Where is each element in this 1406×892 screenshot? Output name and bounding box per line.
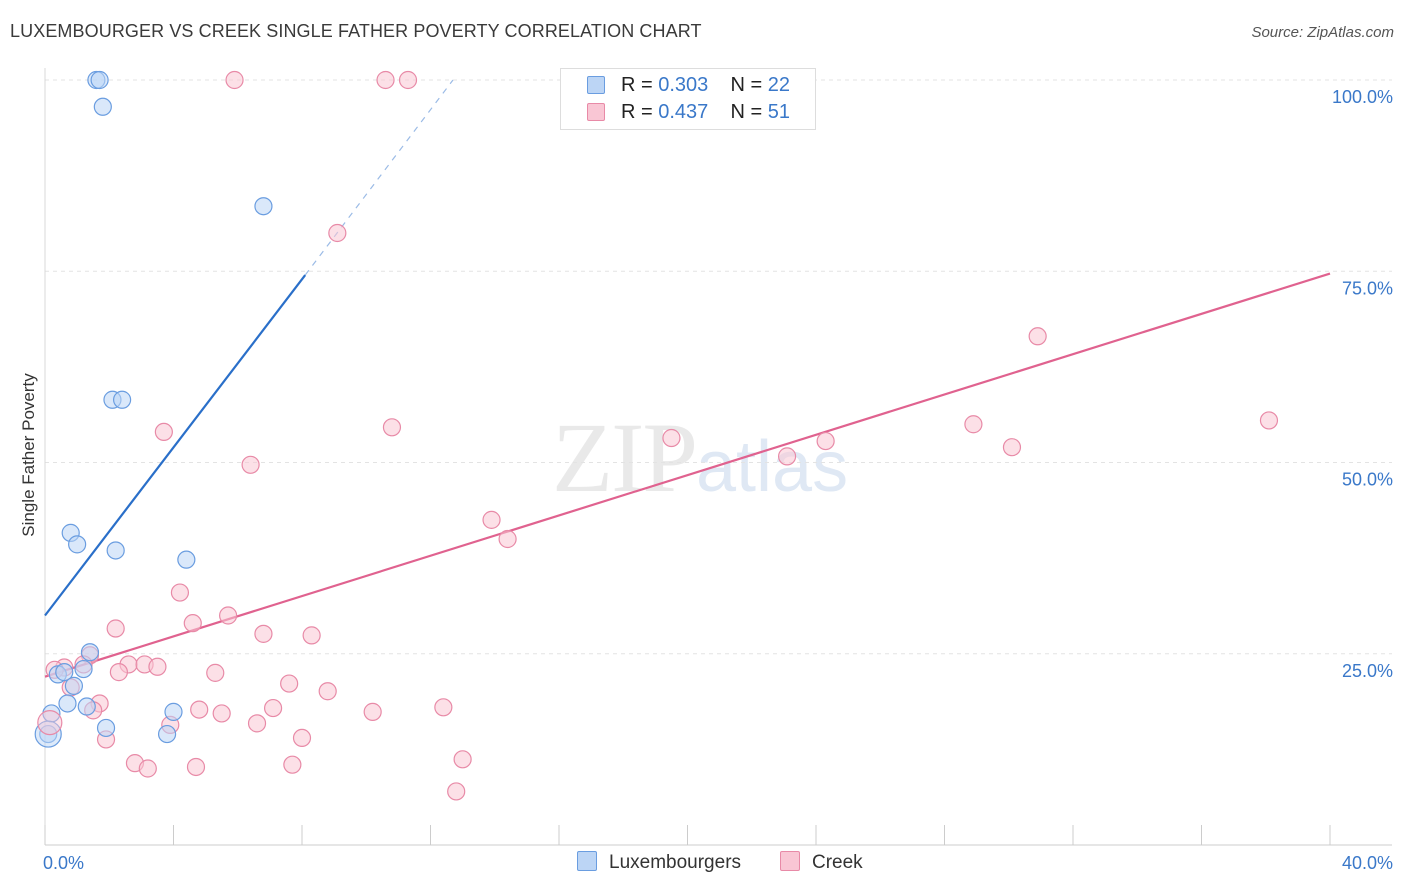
point-creek — [1259, 411, 1279, 430]
point-creek — [382, 418, 402, 437]
trend-line-luxembourgers — [44, 274, 307, 617]
point-luxembourgers — [68, 535, 87, 554]
point-luxembourgers — [77, 697, 96, 716]
point-creek — [247, 714, 267, 733]
chart-title: LUXEMBOURGER VS CREEK SINGLE FATHER POVE… — [10, 21, 702, 41]
grid-layer — [45, 79, 1392, 655]
correlation-legend: R = 0.303 N = 22 R = 0.437 N = 51 — [560, 68, 816, 130]
point-creek — [109, 663, 128, 682]
point-creek — [206, 663, 225, 682]
legend-swatch-blue — [587, 76, 605, 94]
y-axis-label: Single Father Poverty — [19, 373, 38, 537]
point-creek — [106, 619, 125, 638]
series-label-luxembourgers: Luxembourgers — [609, 852, 742, 873]
point-creek — [482, 510, 501, 529]
trend-line-luxembourgers-extension — [304, 79, 454, 276]
legend-r-value: 0.437 — [658, 101, 709, 123]
legend-text-creek: R = 0.437 N = 51 — [621, 101, 790, 124]
legend-r-label: R = — [621, 74, 659, 96]
point-creek — [148, 657, 167, 676]
point-creek — [154, 422, 173, 441]
series-label-creek: Creek — [812, 852, 863, 873]
point-creek — [219, 606, 238, 625]
point-luxembourgers — [80, 643, 100, 662]
point-creek — [1028, 327, 1047, 346]
point-luxembourgers — [96, 718, 116, 738]
point-creek — [292, 728, 312, 748]
series-legend-creek[interactable]: Creek — [780, 851, 863, 874]
point-creek — [138, 759, 157, 778]
point-creek — [183, 614, 202, 633]
point-creek — [816, 431, 835, 451]
point-creek — [241, 455, 260, 474]
legend-swatch-pink — [587, 103, 605, 121]
series-swatch-pink — [780, 851, 800, 871]
point-luxembourgers — [254, 197, 273, 216]
point-creek — [190, 700, 209, 719]
point-luxembourgers — [164, 702, 183, 721]
point-creek — [186, 757, 206, 777]
point-luxembourgers — [90, 70, 109, 90]
legend-n-value: 22 — [767, 74, 791, 96]
series-legend: Luxembourgers Creek — [0, 851, 1406, 877]
point-creek-cluster — [37, 709, 63, 736]
point-creek — [280, 674, 299, 693]
point-creek — [254, 624, 273, 643]
y-tick-label: 50.0% — [1342, 470, 1393, 490]
point-layer — [34, 70, 1279, 801]
point-creek — [170, 583, 190, 602]
point-luxembourgers — [74, 659, 93, 679]
point-creek — [328, 223, 347, 243]
x-tick-label: 0.0% — [43, 853, 84, 873]
point-creek — [318, 682, 337, 701]
point-creek — [498, 529, 517, 549]
point-creek — [212, 704, 231, 723]
legend-r-value: 0.303 — [658, 74, 709, 96]
point-creek — [263, 698, 283, 718]
point-luxembourgers — [64, 676, 84, 695]
point-luxembourgers — [93, 97, 112, 116]
point-creek — [398, 70, 418, 90]
point-creek — [434, 698, 453, 717]
point-creek — [777, 447, 797, 466]
point-luxembourgers — [157, 724, 177, 744]
point-luxembourgers — [55, 663, 74, 682]
point-creek — [363, 702, 382, 721]
series-swatch-blue — [577, 851, 597, 871]
trend-line-creek — [44, 272, 1331, 678]
legend-n-label: N = — [730, 101, 768, 123]
point-creek — [662, 428, 681, 448]
legend-text-luxembourgers: R = 0.303 N = 22 — [621, 74, 790, 97]
legend-n-label: N = — [730, 74, 768, 96]
source-label: Source: ZipAtlas.com — [1251, 24, 1394, 41]
point-creek — [376, 70, 395, 90]
trend-layer — [44, 79, 1331, 678]
point-creek — [447, 782, 466, 801]
label-layer: 25.0% 50.0% 75.0% 100.0% 0.0% 40.0% Single Fat… — [19, 87, 1393, 873]
y-tick-label: 75.0% — [1342, 278, 1393, 298]
point-luxembourgers — [106, 541, 125, 560]
point-creek — [964, 415, 983, 434]
legend-n-value: 51 — [767, 101, 791, 123]
point-creek — [283, 755, 302, 774]
point-luxembourgers — [58, 694, 77, 713]
point-luxembourgers — [177, 550, 196, 569]
x-tick-label: 40.0% — [1342, 853, 1393, 873]
series-legend-luxembourgers[interactable]: Luxembourgers — [577, 851, 741, 874]
point-creek — [225, 70, 244, 90]
point-luxembourgers — [112, 390, 132, 409]
point-creek — [302, 626, 321, 645]
y-tick-label: 100.0% — [1332, 87, 1393, 107]
point-creek — [1002, 438, 1022, 457]
y-tick-label: 25.0% — [1342, 661, 1393, 681]
point-creek — [453, 750, 472, 769]
legend-r-label: R = — [621, 101, 659, 123]
